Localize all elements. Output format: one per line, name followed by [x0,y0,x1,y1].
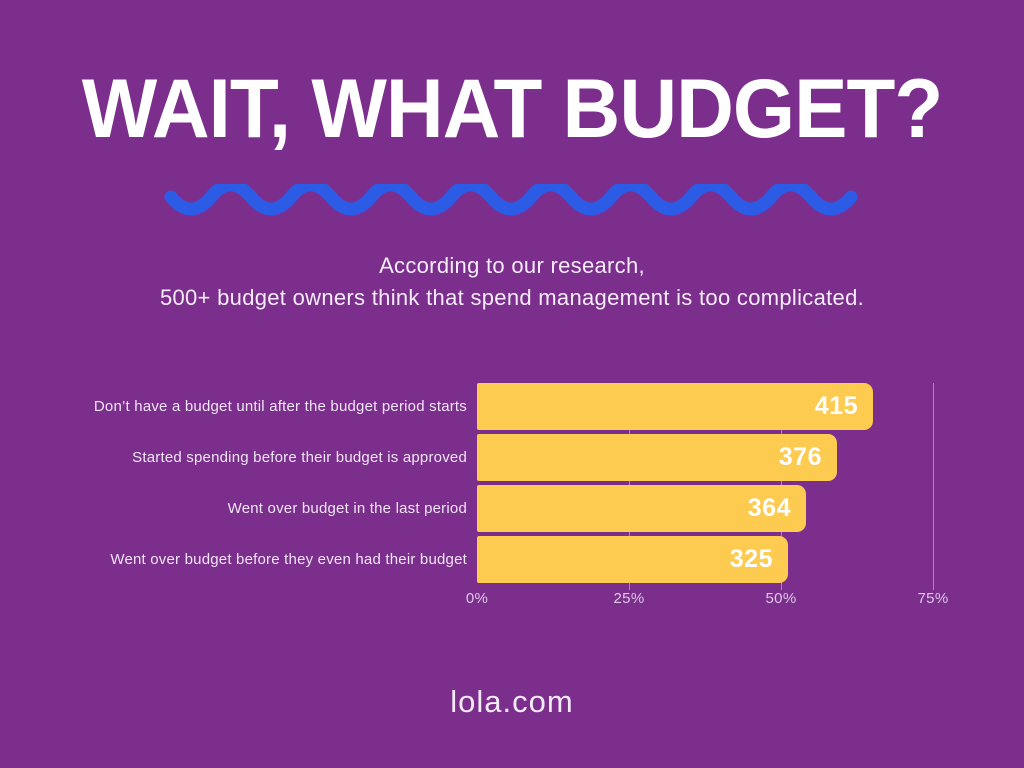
gridline-75pct [933,383,934,590]
bar-value-label: 415 [814,392,858,420]
bar: 415 [477,383,873,430]
category-label: Went over budget in the last period [227,500,467,517]
chart-row: Don’t have a budget until after the budg… [0,383,1024,430]
x-axis-tick: 0% [465,590,489,607]
category-label: Went over budget before they even had th… [110,551,467,568]
chart-row: Went over budget before they even had th… [0,536,1024,583]
x-axis-tick: 75% [917,590,949,607]
bar-value-label: 376 [778,443,822,471]
chart-row: Started spending before their budget is … [0,434,1024,481]
bar: 364 [477,485,806,532]
bar: 325 [477,536,788,583]
page-title: WAIT, WHAT BUDGET? [81,62,943,155]
subtitle-line-1: According to our research, [379,253,645,278]
x-axis-tick: 50% [765,590,797,607]
wave-divider [163,178,858,228]
x-axis-tick: 25% [613,590,645,607]
bar-value-label: 364 [747,494,791,522]
subtitle: According to our research, 500+ budget o… [0,250,1024,314]
wave-squiggle-icon [164,178,858,216]
category-label: Started spending before their budget is … [132,449,467,466]
chart-row: Went over budget in the last period 364 [0,485,1024,532]
bar-value-label: 325 [729,545,773,573]
subtitle-line-2: 500+ budget owners think that spend mana… [159,285,865,310]
brand-footer: lola.com [450,684,574,719]
bar: 376 [477,434,837,481]
category-label: Don’t have a budget until after the budg… [93,398,467,415]
